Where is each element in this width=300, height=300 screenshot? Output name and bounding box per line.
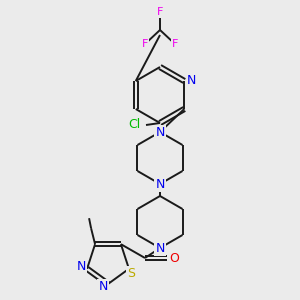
Text: N: N	[155, 125, 165, 139]
Text: N: N	[155, 242, 165, 254]
Text: F: F	[157, 7, 163, 17]
Text: F: F	[172, 39, 178, 49]
Text: N: N	[76, 260, 86, 273]
Text: N: N	[98, 280, 108, 292]
Text: N: N	[187, 74, 196, 88]
Text: S: S	[127, 267, 135, 280]
Text: F: F	[142, 39, 148, 49]
Text: O: O	[169, 251, 179, 265]
Text: Cl: Cl	[128, 118, 140, 131]
Text: N: N	[155, 178, 165, 190]
